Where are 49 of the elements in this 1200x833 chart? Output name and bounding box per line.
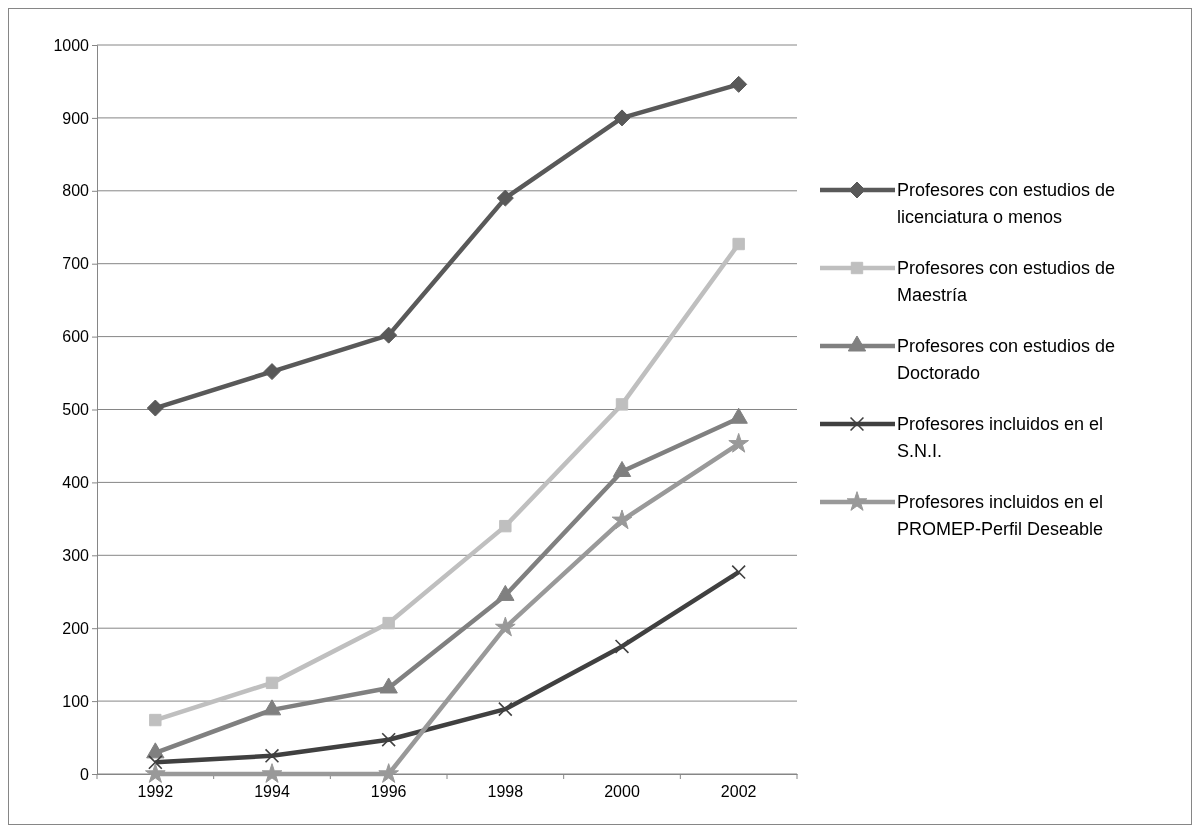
x-tick-label: 2000 [604,783,640,801]
point [378,763,399,783]
x-tick-label: 2002 [720,783,757,801]
point [380,326,398,344]
x-tick-label: 1996 [370,783,407,801]
point [615,398,629,411]
legend-label: Profesores con estudios de Maestría [897,258,1116,305]
point [145,763,166,783]
point [146,742,165,759]
point [730,75,748,93]
y-tick-label: 300 [62,546,90,564]
legend-label: Profesores incluidos en el PROMEP-Perfil Deseable [897,492,1104,539]
y-tick-label: 400 [62,474,90,492]
legend-label: Profesores con estudios de Doctorado [897,336,1116,383]
y-tick-label: 200 [62,619,90,637]
y-tick-label: 1000 [53,36,90,54]
y-tick-label: 700 [62,255,90,273]
point [728,432,749,453]
point [614,639,630,654]
point [265,676,279,690]
point [148,755,163,770]
point [613,109,631,127]
y-tick-label: 100 [62,692,90,710]
point [495,616,516,637]
point [149,713,162,727]
point [263,363,281,381]
x-tick-label: 1992 [137,783,174,801]
point [732,237,745,251]
point [146,399,164,417]
point [496,189,514,207]
x-tick-label: 1998 [487,783,524,801]
point [382,616,395,630]
legend-label: Profesores incluidos en el S.N.I. [897,414,1104,461]
point [381,732,396,747]
y-tick-label: 600 [62,328,90,346]
y-tick-label: 800 [62,182,90,200]
y-tick-label: 500 [62,401,90,419]
point [498,701,513,717]
y-tick-label: 900 [62,109,90,127]
point [264,748,280,764]
point [611,509,633,530]
point [379,677,398,694]
point [262,699,282,716]
x-tick-label: 1994 [254,783,290,801]
y-tick-label: 0 [80,765,90,783]
point [731,564,746,580]
point [499,519,512,533]
legend-label: Profesores con estudios de licenciatura o menos [897,180,1116,227]
point [261,763,283,783]
